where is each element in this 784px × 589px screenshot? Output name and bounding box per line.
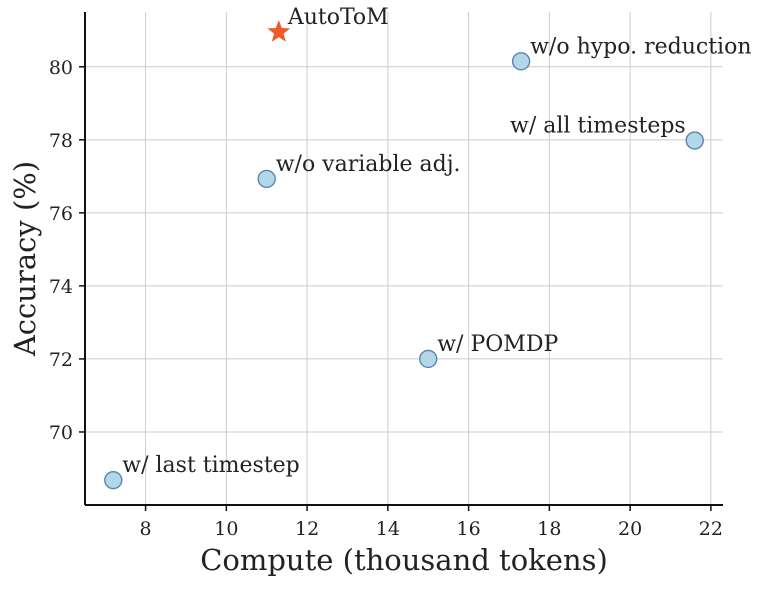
- x-tick-label: 22: [699, 518, 723, 540]
- x-ticks: 8 10 12 14 16 18 20 22: [140, 505, 723, 540]
- x-axis-title: Compute (thousand tokens): [200, 543, 608, 577]
- point-w-all-timesteps: [685, 131, 704, 150]
- y-tick-label: 72: [49, 349, 73, 371]
- x-tick-label: 18: [537, 518, 561, 540]
- point-w-pomdp: [419, 349, 438, 369]
- point-w-o-hypo-reduction: [511, 52, 531, 71]
- y-tick-label: 76: [49, 203, 73, 225]
- y-tick-label: 70: [49, 422, 73, 444]
- y-tick-label: 78: [49, 130, 73, 152]
- point-label-w-all-timesteps: w/ all timesteps: [510, 114, 686, 139]
- data-points: AutoToM w/o hypo. reduction w/ all timeste…: [104, 5, 752, 490]
- y-tick-label: 80: [49, 57, 73, 79]
- y-ticks: 70 72 74 76 78 80: [49, 57, 85, 444]
- point-label-w-pomdp: w/ POMDP: [437, 332, 558, 357]
- y-tick-label: 74: [49, 276, 73, 298]
- x-tick-label: 16: [457, 518, 481, 540]
- point-label-w-o-variable-adj: w/o variable adj.: [276, 152, 461, 177]
- axes: [84, 12, 723, 506]
- point-label-w-last-timestep: w/ last timestep: [122, 453, 300, 478]
- x-tick-label: 10: [214, 518, 238, 540]
- point-w-last-timestep: [104, 470, 123, 490]
- x-tick-label: 20: [618, 518, 642, 540]
- x-tick-label: 12: [295, 518, 319, 540]
- x-tick-label: 8: [140, 518, 152, 540]
- grid: [85, 12, 723, 505]
- point-label-w-o-hypo-reduction: w/o hypo. reduction: [530, 34, 751, 59]
- point-label-autotom: AutoToM: [287, 5, 389, 30]
- y-axis-title: Accuracy (%): [8, 161, 42, 357]
- point-w-o-variable-adj: [257, 169, 276, 189]
- x-tick-label: 14: [376, 518, 400, 540]
- point-star-autotom: [267, 20, 291, 42]
